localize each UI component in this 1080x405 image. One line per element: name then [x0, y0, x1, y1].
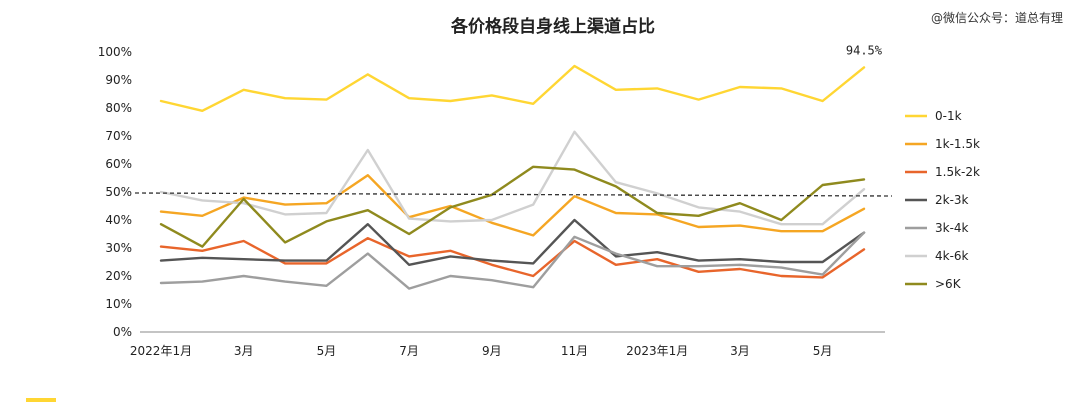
- legend-item: >6K: [905, 277, 962, 291]
- series-line: [159, 231, 866, 290]
- y-tick-label: 60%: [105, 157, 132, 171]
- legend-item: 4k-6k: [905, 249, 969, 263]
- legend-label: >6K: [935, 277, 962, 291]
- series-line: [159, 173, 866, 237]
- chart-title: 各价格段自身线上渠道占比: [450, 16, 655, 37]
- y-tick-label: 0%: [113, 325, 132, 339]
- series-line: [159, 64, 866, 113]
- x-tick-label: 5月: [317, 344, 337, 358]
- legend-item: 3k-4k: [905, 221, 969, 235]
- x-tick-label: 3月: [730, 344, 750, 358]
- x-tick-label: 2023年1月: [626, 344, 688, 358]
- x-tick-label: 11月: [561, 344, 588, 358]
- series-line: [159, 130, 866, 226]
- legend-item: 1.5k-2k: [905, 165, 980, 179]
- legend-label: 1k-1.5k: [935, 137, 980, 151]
- y-tick-label: 80%: [105, 101, 132, 115]
- legend-item: 2k-3k: [905, 193, 969, 207]
- x-tick-label: 5月: [813, 344, 833, 358]
- y-tick-label: 100%: [98, 45, 132, 59]
- series-line: [159, 165, 866, 248]
- y-tick-label: 20%: [105, 269, 132, 283]
- legend-label: 4k-6k: [935, 249, 969, 263]
- legend-item: 0-1k: [905, 109, 962, 123]
- series-line: [159, 236, 866, 279]
- x-tick-label: 7月: [399, 344, 419, 358]
- x-tick-label: 2022年1月: [130, 344, 192, 358]
- y-tick-label: 50%: [105, 185, 132, 199]
- x-tick-label: 3月: [234, 344, 254, 358]
- legend-label: 2k-3k: [935, 193, 969, 207]
- y-tick-label: 70%: [105, 129, 132, 143]
- partial-legend-swatch: [26, 398, 56, 402]
- x-tick-label: 9月: [482, 344, 502, 358]
- y-tick-label: 10%: [105, 297, 132, 311]
- watermark: @微信公众号：道总有理: [931, 11, 1063, 25]
- legend-label: 0-1k: [935, 109, 962, 123]
- legend-label: 3k-4k: [935, 221, 969, 235]
- y-tick-label: 40%: [105, 213, 132, 227]
- y-tick-label: 30%: [105, 241, 132, 255]
- peak-annotation: 94.5%: [846, 43, 883, 57]
- y-tick-label: 90%: [105, 73, 132, 87]
- legend-label: 1.5k-2k: [935, 165, 980, 179]
- reference-line-50: [134, 192, 893, 197]
- series-line: [159, 218, 866, 266]
- legend-item: 1k-1.5k: [905, 137, 980, 151]
